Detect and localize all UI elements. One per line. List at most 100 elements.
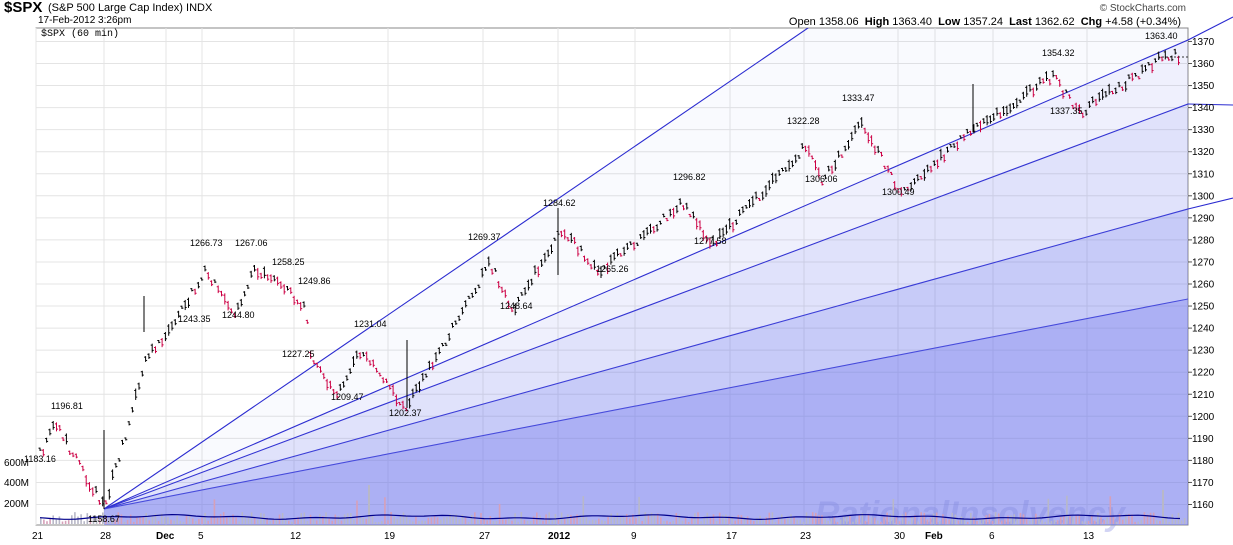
volume-bar: [942, 514, 944, 524]
volume-bar: [179, 520, 182, 524]
volume-bar: [1183, 518, 1186, 524]
volume-bar: [709, 516, 712, 524]
volume-bar: [790, 514, 792, 524]
volume-bar: [1059, 516, 1062, 524]
volume-bar: [852, 521, 854, 524]
volume-bar: [281, 512, 284, 524]
x-axis-tick-label: 27: [479, 531, 491, 542]
volume-bar: [489, 516, 492, 524]
volume-bar: [377, 521, 380, 524]
volume-bar: [666, 520, 668, 524]
volume-bar: [629, 518, 631, 524]
volume-bar: [598, 518, 600, 524]
volume-bar: [539, 515, 541, 524]
volume-bar: [362, 517, 364, 524]
volume-bar: [833, 516, 836, 524]
volume-bar: [725, 514, 727, 524]
price-annotation: 1243.35: [178, 314, 211, 324]
volume-bar: [253, 518, 256, 524]
volume-bar: [604, 521, 606, 524]
volume-bar: [997, 513, 1000, 524]
price-annotation: 1265.26: [596, 264, 629, 274]
volume-bar: [126, 519, 129, 524]
volume-bar: [157, 521, 160, 524]
volume-bar: [443, 517, 445, 524]
volume-bar: [638, 496, 640, 524]
volume-bar: [421, 520, 423, 524]
volume-bar: [858, 514, 860, 524]
fan-band: [104, 104, 1188, 525]
volume-bar: [412, 521, 414, 524]
volume-bar: [991, 520, 994, 524]
volume-bar: [815, 512, 817, 524]
volume-bar: [331, 520, 333, 524]
volume-bar: [492, 521, 495, 524]
change-label: Chg: [1080, 16, 1103, 28]
volume-bar: [129, 514, 132, 524]
x-axis-tick-label: 21: [32, 531, 44, 542]
y-axis-tick-label: 1370: [1192, 37, 1215, 48]
price-annotation: 1227.25: [282, 349, 315, 359]
volume-bar: [1053, 520, 1056, 524]
volume-bar: [926, 519, 929, 524]
volume-bar: [319, 514, 321, 524]
y-axis-tick-label: 1300: [1192, 191, 1215, 202]
volume-bar: [917, 521, 919, 524]
volume-bar: [647, 514, 650, 524]
volume-bar: [935, 512, 938, 524]
volume-bar: [1103, 520, 1105, 524]
x-axis-tick-label: 12: [290, 531, 302, 542]
price-annotation: 1284.62: [543, 198, 576, 208]
volume-bar: [963, 518, 966, 524]
volume-bar: [855, 519, 857, 524]
y-axis-tick-label: 1320: [1192, 147, 1215, 158]
y-axis-tick-label: 1180: [1192, 456, 1214, 467]
volume-bar: [945, 518, 947, 524]
volume-bar: [743, 516, 746, 524]
volume-bar: [1081, 521, 1084, 524]
y-axis-tick-label: 1210: [1192, 390, 1215, 401]
volume-bar: [64, 520, 67, 524]
volume-bar: [250, 512, 253, 524]
x-axis-tick-label: 28: [100, 531, 112, 542]
volume-bar: [864, 520, 867, 524]
volume-bar: [582, 496, 585, 524]
low-value: 1357.24: [963, 16, 1003, 28]
volume-bar: [756, 517, 758, 524]
volume-bar: [607, 516, 609, 524]
volume-bar: [164, 517, 166, 524]
volume-bar: [749, 519, 752, 524]
volume-bar: [573, 516, 575, 524]
x-axis-tick-label: 6: [989, 531, 995, 542]
volume-bar: [805, 512, 808, 524]
volume-bar: [585, 517, 588, 524]
high-value: 1363.40: [892, 16, 933, 28]
volume-bar: [297, 517, 299, 524]
volume-bar: [381, 521, 383, 524]
volume-bar: [889, 513, 891, 524]
volume-bar: [312, 519, 315, 524]
volume-bar: [1028, 520, 1031, 524]
volume-bar: [979, 519, 981, 524]
volume-bar: [350, 513, 352, 524]
price-annotation: 1158.67: [88, 514, 120, 524]
volume-bar: [1090, 515, 1093, 524]
volume-bar: [622, 515, 625, 524]
volume-bar: [340, 520, 343, 524]
y-axis-tick-label: 1240: [1192, 324, 1215, 335]
volume-bar: [650, 512, 653, 524]
volume-bar: [235, 517, 237, 524]
volume-bar: [182, 521, 185, 524]
volume-bar: [529, 521, 532, 524]
volume-bar: [635, 518, 637, 524]
volume-bar: [842, 515, 845, 524]
volume-bar: [117, 512, 120, 524]
volume-bar: [684, 518, 687, 524]
fan-shading: [103, 28, 1188, 510]
volume-bar: [932, 513, 935, 524]
volume-bar: [737, 514, 740, 524]
volume-bar: [616, 512, 619, 524]
volume-bar: [368, 485, 370, 524]
volume-bar: [1094, 520, 1096, 524]
volume-bar: [765, 517, 767, 524]
